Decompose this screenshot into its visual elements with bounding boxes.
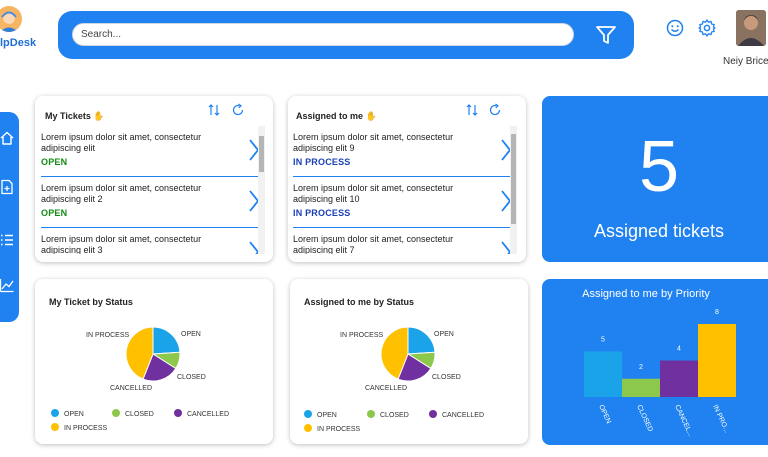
ticket-item[interactable]: Lorem ipsum dolor sit amet, consectetur …: [41, 126, 265, 177]
x-tick-label: OPEN: [597, 404, 612, 425]
filter-icon[interactable]: [594, 23, 618, 47]
list-icon[interactable]: [0, 232, 15, 248]
bar-value-label: 2: [639, 364, 643, 371]
my-tickets-card: My Tickets ✋ Lorem ipsum dolor sit amet,…: [35, 96, 273, 262]
pie-slice-cancelled[interactable]: [142, 353, 177, 382]
hand-icon: ✋: [93, 111, 105, 121]
legend-closed: CLOSED: [367, 410, 409, 419]
assigned-status-card: Assigned to me by Status IN PROCESS OPEN…: [290, 279, 528, 444]
app-logo[interactable]: [0, 6, 22, 32]
side-navigation: [0, 112, 19, 322]
assigned-tickets-list: Lorem ipsum dolor sit amet, consectetur …: [293, 126, 517, 254]
ticket-item[interactable]: Lorem ipsum dolor sit amet, consectetur …: [293, 177, 517, 228]
scroll-thumb[interactable]: [511, 134, 516, 224]
bar-1[interactable]: [584, 351, 622, 397]
my-ticket-status-pie: [125, 326, 181, 382]
pie-slice-cancelled[interactable]: [397, 353, 432, 382]
search-bar: [58, 11, 634, 59]
search-input[interactable]: [72, 23, 574, 46]
bar-3[interactable]: [660, 360, 698, 398]
priority-chart-card: Assigned to me by Priority 5 OPEN 2 CLOSED 4…: [542, 279, 768, 445]
assigned-tickets-count-card[interactable]: 5 Assigned tickets: [542, 96, 768, 262]
bar-2[interactable]: [622, 378, 660, 397]
bar-4[interactable]: [698, 324, 736, 397]
sort-icon[interactable]: [207, 103, 221, 117]
ticket-description: Lorem ipsum dolor sit amet, consectetur …: [293, 234, 454, 254]
pie-label-closed: CLOSED: [432, 374, 461, 381]
assigned-to-me-title: Assigned to me ✋: [296, 111, 377, 121]
user-photo-icon: [736, 10, 766, 46]
refresh-icon[interactable]: [231, 103, 245, 117]
assigned-tickets-count: 5: [638, 127, 680, 207]
pie-slice-in-process[interactable]: [380, 326, 409, 380]
app-name: lpDesk: [0, 37, 37, 49]
ticket-description: Lorem ipsum dolor sit amet, consectetur …: [293, 132, 454, 153]
pie-slice-open[interactable]: [152, 326, 181, 355]
assigned-status-pie: [380, 326, 436, 382]
legend-open: OPEN: [304, 410, 337, 419]
hand-icon: ✋: [365, 111, 377, 121]
chart-title: My Ticket by Status: [49, 297, 133, 307]
ticket-item[interactable]: Lorem ipsum dolor sit amet, consectetur …: [293, 228, 517, 254]
legend-cancelled: CANCELLED: [429, 410, 484, 419]
ticket-item[interactable]: Lorem ipsum dolor sit amet, consectetur …: [41, 177, 265, 228]
legend-open: OPEN: [51, 409, 84, 418]
ticket-description: Lorem ipsum dolor sit amet, consectetur …: [41, 132, 202, 153]
pie-slice-in-process[interactable]: [125, 326, 154, 380]
ticket-description: Lorem ipsum dolor sit amet, consectetur …: [41, 234, 202, 254]
user-name: Neiy Brice: [723, 56, 768, 67]
new-ticket-icon[interactable]: [0, 179, 15, 195]
pie-label-in-process: IN PROCESS: [86, 332, 130, 339]
priority-bar-chart: 5 OPEN 2 CLOSED 4 CANCEL... 8 IN PRO...: [584, 309, 736, 438]
user-avatar[interactable]: [736, 10, 766, 46]
refresh-icon[interactable]: [488, 103, 502, 117]
ticket-status: IN PROCESS: [293, 157, 351, 167]
ticket-item[interactable]: Lorem ipsum dolor sit amet, consectetur …: [293, 126, 517, 177]
assigned-to-me-card: Assigned to me ✋ Lorem ipsum dolor sit a…: [288, 96, 526, 262]
legend-closed: CLOSED: [112, 409, 154, 418]
home-icon[interactable]: [0, 130, 15, 146]
ticket-status: IN PROCESS: [293, 208, 351, 218]
agent-avatar-icon: [0, 6, 22, 32]
bar-value-label: 8: [715, 309, 719, 316]
bar-value-label: 5: [601, 336, 605, 343]
pie-label-in-process: IN PROCESS: [340, 332, 384, 339]
x-tick-label: IN PRO...: [711, 404, 730, 434]
smiley-icon[interactable]: [665, 18, 685, 38]
my-ticket-status-card: My Ticket by Status IN PROCESS OPEN CLOS…: [35, 279, 273, 444]
pie-label-closed: CLOSED: [177, 374, 206, 381]
gear-icon[interactable]: [697, 18, 717, 38]
scrollbar[interactable]: [258, 126, 265, 254]
pie-slice-open[interactable]: [407, 326, 436, 355]
chart-title: Assigned to me by Status: [304, 297, 415, 307]
scrollbar[interactable]: [510, 126, 517, 254]
my-tickets-title: My Tickets ✋: [45, 111, 105, 121]
pie-label-cancelled: CANCELLED: [110, 385, 153, 392]
legend-in-process: IN PROCESS: [304, 424, 360, 433]
ticket-description: Lorem ipsum dolor sit amet, consectetur …: [41, 183, 202, 204]
pie-label-open: OPEN: [434, 331, 454, 338]
pie-label-cancelled: CANCELLED: [365, 385, 408, 392]
my-tickets-list: Lorem ipsum dolor sit amet, consectetur …: [41, 126, 265, 254]
legend-in-process: IN PROCESS: [51, 423, 107, 432]
x-tick-label: CLOSED: [635, 404, 654, 433]
ticket-description: Lorem ipsum dolor sit amet, consectetur …: [293, 183, 454, 204]
assigned-tickets-label: Assigned tickets: [593, 221, 725, 241]
bar-value-label: 4: [677, 346, 681, 353]
legend-cancelled: CANCELLED: [174, 409, 229, 418]
x-tick-label: CANCEL...: [673, 404, 694, 438]
analytics-icon[interactable]: [0, 277, 15, 293]
pie-label-open: OPEN: [181, 331, 201, 338]
scroll-thumb[interactable]: [259, 136, 264, 172]
sort-icon[interactable]: [465, 103, 479, 117]
ticket-status: OPEN: [41, 208, 68, 218]
ticket-item[interactable]: Lorem ipsum dolor sit amet, consectetur …: [41, 228, 265, 254]
chart-title: Assigned to me by Priority: [582, 288, 710, 300]
ticket-status: OPEN: [41, 157, 68, 167]
